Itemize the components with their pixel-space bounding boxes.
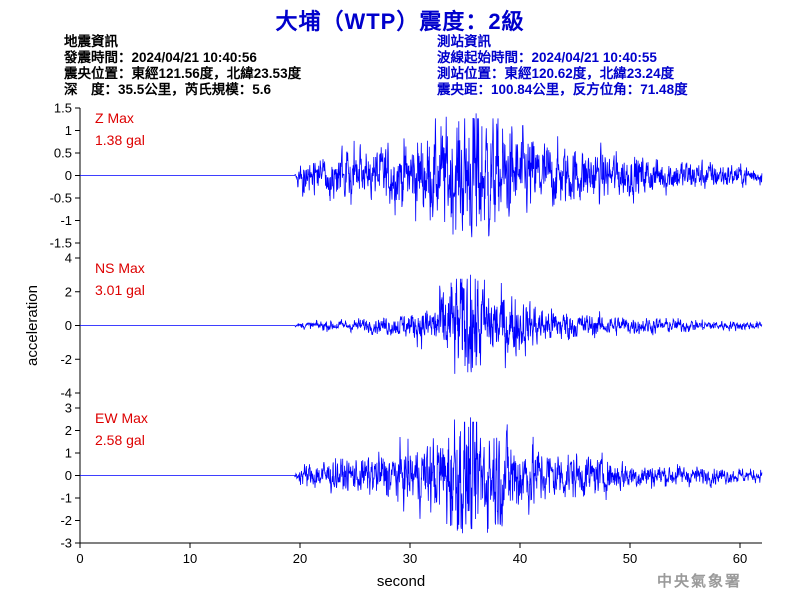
agency-watermark: 中央氣象署	[657, 572, 743, 590]
y-tick-label: 0	[65, 168, 72, 183]
y-tick-label: -4	[60, 386, 72, 401]
epicenter-location: 震央位置：東經121.56度，北緯23.53度	[64, 66, 302, 81]
x-tick-label: 20	[293, 551, 307, 566]
y-tick-label: 0.5	[54, 146, 72, 161]
origin-time: 發震時間：2024/04/21 10:40:56	[64, 50, 257, 65]
station-info-block: 測站資訊 波線起始時間：2024/04/21 10:40:55 測站位置：東經1…	[437, 34, 688, 98]
max-label-ew: EW Max	[95, 410, 148, 426]
max-value-ns: 3.01 gal	[95, 282, 145, 298]
y-tick-label: 4	[65, 251, 72, 266]
max-value-z: 1.38 gal	[95, 132, 145, 148]
depth-magnitude: 深 度：35.5公里，芮氏規模：5.6	[64, 82, 272, 97]
y-axis-label: acceleration	[24, 285, 41, 366]
y-tick-label: -1.5	[50, 236, 72, 251]
y-tick-label: -1	[60, 491, 72, 506]
y-tick-label: 2	[65, 423, 72, 438]
y-tick-label: -2	[60, 513, 72, 528]
y-tick-label: 1.5	[54, 101, 72, 116]
event-info-heading: 地震資訊	[64, 34, 118, 49]
event-info-block: 地震資訊 發震時間：2024/04/21 10:40:56 震央位置：東經121…	[64, 34, 301, 98]
trace-ns	[80, 274, 763, 374]
trace-ew	[80, 417, 763, 534]
wave-start-time: 波線起始時間：2024/04/21 10:40:55	[437, 50, 657, 65]
x-tick-label: 0	[76, 551, 83, 566]
chart-title: 大埔（WTP）震度：2級	[275, 9, 525, 34]
y-tick-label: -2	[60, 352, 72, 367]
x-tick-label: 30	[403, 551, 417, 566]
y-tick-label: 2	[65, 284, 72, 299]
trace-z	[80, 113, 763, 238]
y-tick-label: -0.5	[50, 191, 72, 206]
y-tick-label: -3	[60, 536, 72, 551]
x-axis-label: second	[377, 573, 425, 590]
x-tick-label: 50	[623, 551, 637, 566]
max-label-z: Z Max	[95, 110, 134, 126]
y-tick-label: 0	[65, 468, 72, 483]
y-tick-label: 0	[65, 318, 72, 333]
station-info-heading: 測站資訊	[437, 34, 491, 49]
max-value-ew: 2.58 gal	[95, 432, 145, 448]
y-tick-label: 1	[65, 446, 72, 461]
station-location: 測站位置：東經120.62度，北緯23.24度	[437, 66, 675, 81]
x-tick-label: 60	[733, 551, 747, 566]
max-label-ns: NS Max	[95, 260, 145, 276]
y-tick-label: 3	[65, 401, 72, 416]
epicentral-distance: 震央距：100.84公里，反方位角：71.48度	[437, 82, 688, 97]
y-tick-label: -1	[60, 213, 72, 228]
y-tick-label: 1	[65, 123, 72, 138]
x-tick-label: 40	[513, 551, 527, 566]
x-tick-label: 10	[183, 551, 197, 566]
